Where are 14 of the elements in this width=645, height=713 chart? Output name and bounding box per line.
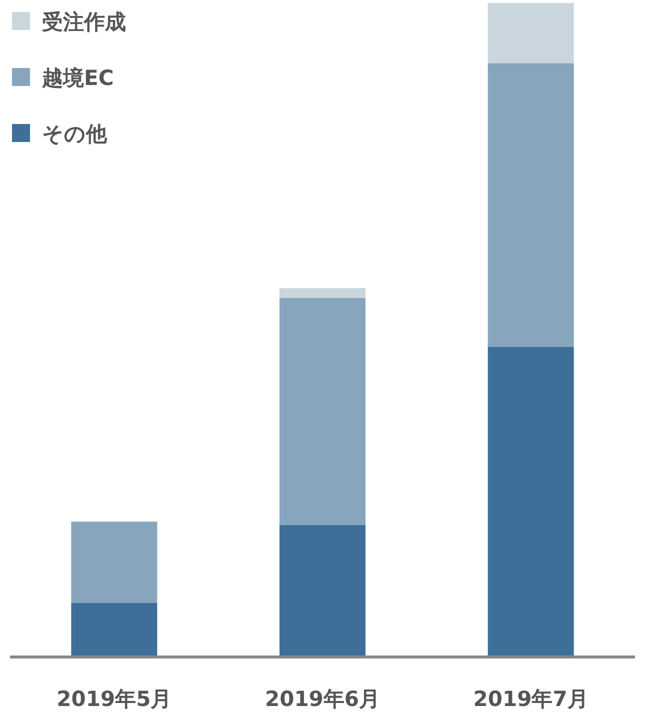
bar — [71, 522, 158, 603]
legend-label: 受注作成 — [42, 10, 126, 34]
x-tick-label: 2019年5月 — [56, 687, 172, 711]
bar — [280, 524, 366, 657]
bar — [488, 63, 574, 348]
bar — [280, 298, 366, 525]
legend-label: 越境EC — [41, 66, 114, 90]
x-tick-label: 2019年7月 — [473, 687, 588, 711]
legend-label: その他 — [42, 122, 108, 146]
bar — [488, 347, 574, 657]
bar — [488, 3, 574, 64]
bar — [280, 288, 366, 298]
x-tick-label: 2019年6月 — [264, 687, 380, 711]
bar — [71, 602, 158, 657]
